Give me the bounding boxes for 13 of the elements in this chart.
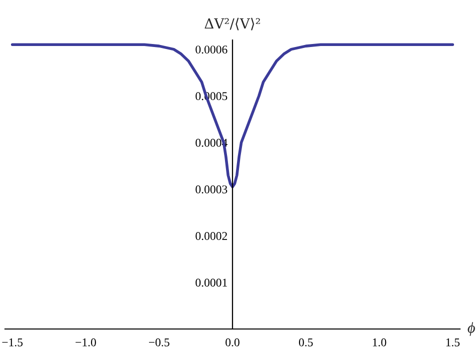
x-tick-label: −0.5 [148,338,170,346]
x-tick-label: 0.5 [298,338,313,346]
y-axis-title: ΔV²/⟨V⟩² [204,18,260,30]
x-tick-label: −1.0 [76,338,96,346]
y-tick-label: 0.0006 [196,46,228,54]
x-tick-label: −1.5 [2,338,23,346]
y-tick-label: 0.0002 [196,232,227,240]
x-axis-title: ϕ [468,322,475,336]
x-tick-label: 1.0 [372,338,386,346]
y-tick-label: 0.0001 [196,278,227,287]
x-tick-label: 0.0 [226,338,240,346]
x-tick-label: 1.5 [446,338,460,346]
y-tick-label: 0.0003 [196,185,228,194]
